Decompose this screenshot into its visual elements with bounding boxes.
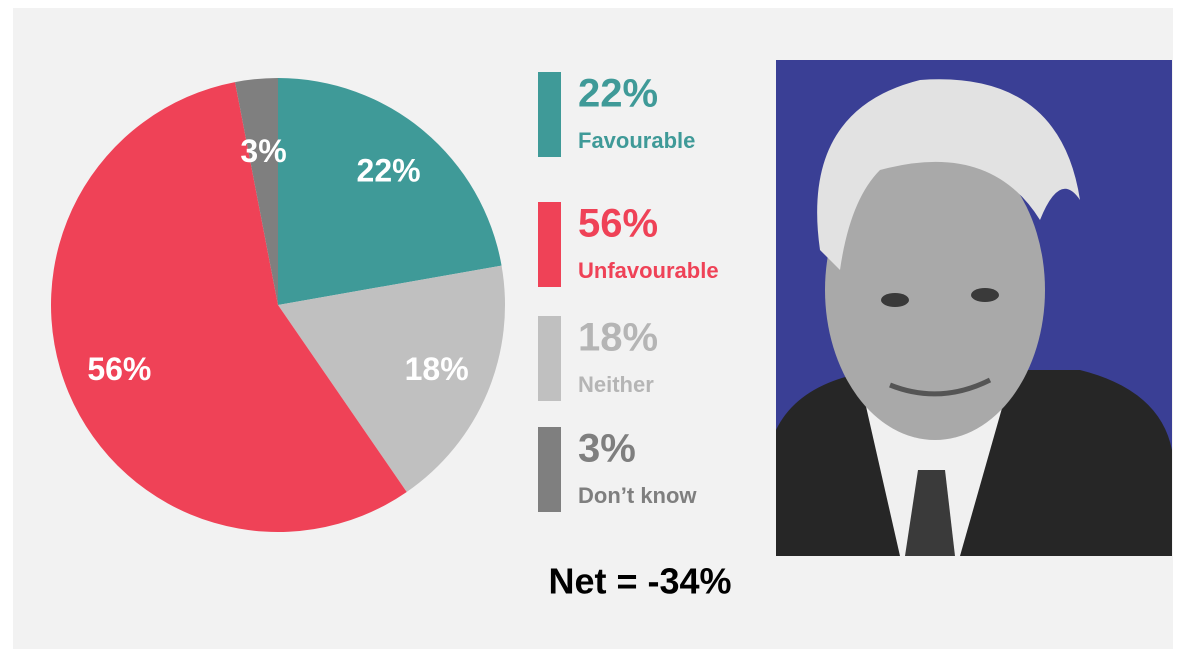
legend-value: 56% <box>578 202 658 246</box>
legend-label: Neither <box>578 372 654 397</box>
legend-value: 22% <box>578 72 658 116</box>
photo <box>776 60 1172 556</box>
pie-slice <box>278 265 505 492</box>
legend-swatch <box>538 72 561 157</box>
pie-slice <box>278 78 502 305</box>
legend-label: Favourable <box>578 128 695 153</box>
legend-swatch <box>538 202 561 287</box>
legend-swatch <box>538 427 561 512</box>
net-annotation: Net = -34% <box>548 561 731 602</box>
slice-label: 18% <box>405 351 469 387</box>
legend-label: Don’t know <box>578 483 697 508</box>
pie-slice <box>235 78 278 305</box>
legend-value: 3% <box>578 427 636 471</box>
legend-value: 18% <box>578 316 658 360</box>
legend-label: Unfavourable <box>578 258 719 283</box>
slice-label: 56% <box>87 351 151 387</box>
slice-label: 3% <box>240 133 286 169</box>
pie-slice <box>50 82 407 533</box>
legend-swatch <box>538 316 561 401</box>
slice-label: 22% <box>357 153 421 189</box>
